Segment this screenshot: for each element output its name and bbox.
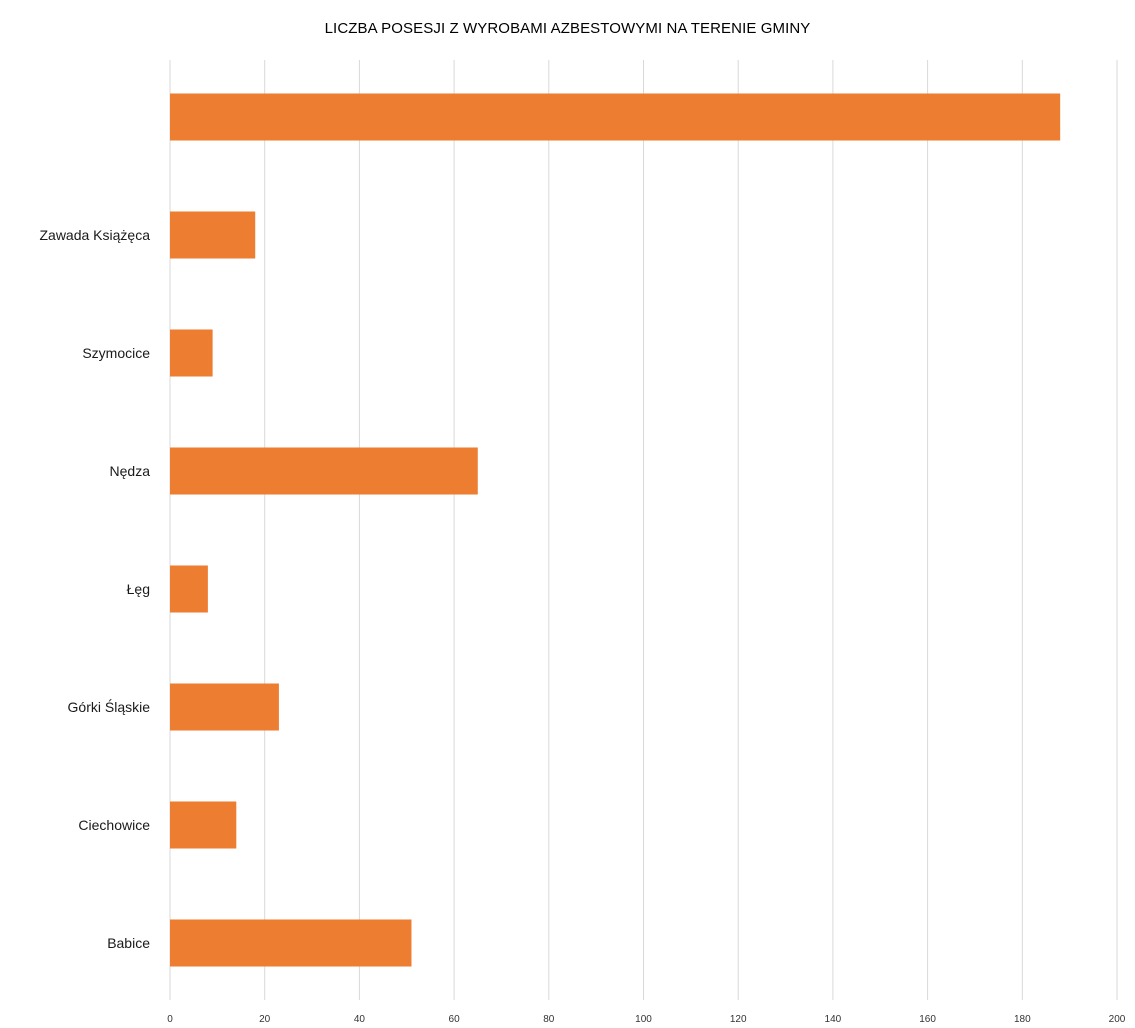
x-tick-label: 40	[354, 1014, 366, 1025]
x-tick-label: 180	[1014, 1014, 1031, 1025]
category-label: Łęg	[127, 581, 150, 597]
bar-6	[170, 801, 237, 849]
x-tick-label: 20	[259, 1014, 271, 1025]
category-labels: Zawada Książęca Szymocice Nędza Łęg Górki Śl…	[39, 227, 150, 951]
category-label: Szymocice	[82, 345, 150, 361]
category-label: Babice	[107, 935, 150, 951]
category-label: Nędza	[110, 463, 151, 479]
bar-5	[170, 683, 279, 731]
category-label: Górki Śląskie	[68, 698, 151, 715]
x-tick-label: 60	[449, 1014, 461, 1025]
grid-layer	[169, 60, 1118, 1000]
category-label: Ciechowice	[78, 817, 150, 833]
bar-3	[170, 447, 478, 495]
x-tick-label: 80	[543, 1014, 555, 1025]
x-tick-label: 100	[635, 1014, 652, 1025]
x-tick-label: 200	[1109, 1014, 1126, 1025]
category-label: Zawada Książęca	[39, 227, 150, 243]
chart-title: LICZBA POSESJI Z WYROBAMI AZBESTOWYMI NA…	[324, 20, 811, 37]
bar-7	[170, 919, 412, 967]
x-tick-label: 0	[167, 1014, 173, 1025]
x-tick-label: 120	[730, 1014, 747, 1025]
bar-layer	[170, 93, 1061, 967]
bar-2	[170, 329, 213, 377]
x-axis-ticks: 0 20 40 60 80 100 120 140 160 180 200	[167, 1014, 1126, 1025]
bar-4	[170, 565, 208, 613]
bar-0	[170, 93, 1061, 141]
bar-1	[170, 211, 256, 259]
x-tick-label: 140	[825, 1014, 842, 1025]
x-tick-label: 160	[919, 1014, 936, 1025]
